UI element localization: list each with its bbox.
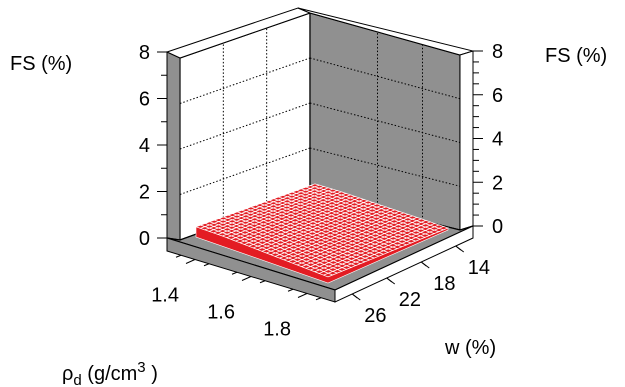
z-tick-label-right: 8 [492, 41, 503, 63]
z-tick-label-right: 0 [492, 216, 503, 238]
tick-mark [185, 259, 196, 264]
left-side-frame [166, 51, 181, 241]
tick-mark [231, 271, 238, 275]
wall-gridline-h [309, 57, 461, 100]
tick-mark [351, 293, 358, 299]
x-tick-label: 1.4 [151, 285, 179, 307]
z-tick-label-left: 4 [139, 135, 150, 157]
tick-mark [175, 254, 182, 258]
wall-gridline-h [309, 102, 461, 143]
y-axis-title: w (%) [444, 337, 496, 359]
x-axis-title-sub: d [73, 372, 81, 387]
z-tick-label-left: 6 [139, 89, 150, 111]
wall-grid [179, 28, 461, 225]
tick-mark [455, 245, 462, 251]
x-axis-title-unit: (g/cm [82, 363, 138, 385]
y-tick-label: 18 [433, 273, 455, 295]
z-tick-label-left: 0 [139, 228, 150, 250]
y-tick-label: 22 [399, 289, 421, 311]
right-side-frame [459, 50, 474, 231]
tick-labels: 0 2 4 6 8 0 2 4 6 8 1.4 1.6 1.8 14 18 22 26 [139, 41, 503, 341]
x-axis-title-symbol: ρ [62, 363, 73, 385]
x-tick-label: 1.6 [207, 302, 235, 324]
surface [194, 183, 450, 284]
tick-mark [386, 277, 393, 283]
wall-gridline-h [309, 147, 461, 187]
z-tick-label-right: 4 [492, 129, 503, 151]
z-axis-title-right: FS (%) [545, 45, 607, 67]
z-tick-label-left: 2 [139, 182, 150, 204]
tick-mark [259, 280, 266, 284]
z-axis-title-left: FS (%) [10, 53, 72, 75]
y-tick-label: 26 [364, 305, 386, 327]
tick-mark [315, 297, 322, 301]
floor-front-right [334, 225, 474, 303]
tick-mark [241, 276, 252, 281]
surface-cell [322, 272, 334, 278]
tick-mark [287, 288, 294, 292]
x-axis-title: ρd (g/cm3 ) [62, 359, 158, 387]
tick-mark [297, 293, 308, 298]
z-tick-label-left: 8 [139, 42, 150, 64]
tick-mark [420, 261, 427, 267]
x-axis-title-sup: 3 [137, 359, 145, 376]
y-tick-label: 14 [468, 257, 490, 279]
x-tick-label: 1.8 [263, 319, 291, 341]
tick-mark [203, 263, 210, 267]
z-tick-label-right: 2 [492, 172, 503, 194]
tick-marks [157, 50, 483, 301]
z-tick-label-right: 6 [492, 85, 503, 107]
x-axis-title-close: ) [146, 363, 158, 385]
